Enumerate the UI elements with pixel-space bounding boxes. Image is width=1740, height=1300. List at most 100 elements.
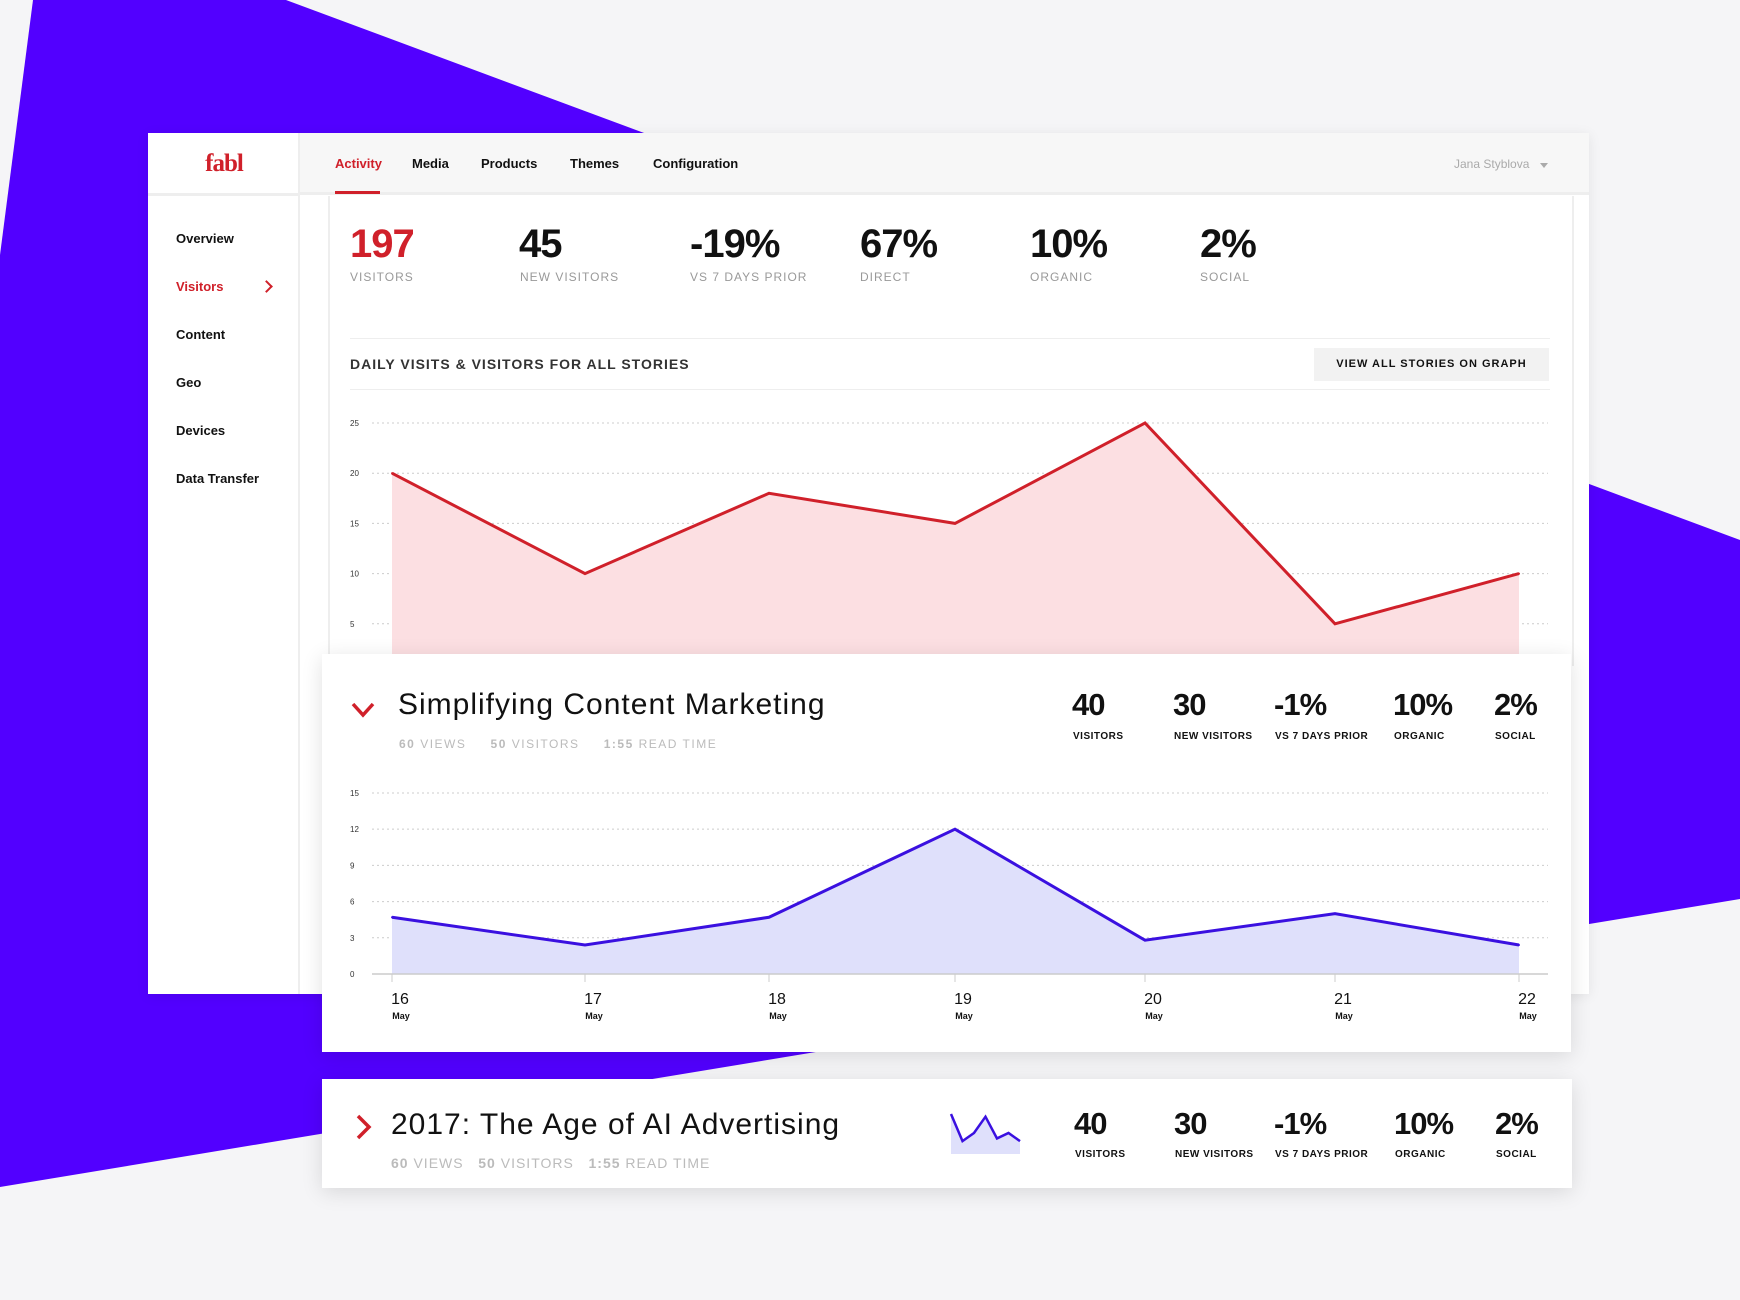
x-tick-month: May bbox=[585, 1011, 603, 1021]
stat-label: SOCIAL bbox=[1200, 270, 1251, 284]
data-point bbox=[391, 916, 393, 919]
stat-value: -19% bbox=[690, 222, 780, 266]
stat-label: DIRECT bbox=[860, 270, 911, 284]
sidebar-item-content[interactable]: Content bbox=[176, 327, 226, 342]
tab-activity[interactable]: Activity bbox=[335, 156, 382, 171]
story-stat-value: -1% bbox=[1274, 1106, 1327, 1141]
story-stat-label: NEW VISITORS bbox=[1174, 731, 1253, 742]
y-tick-label: 12 bbox=[350, 825, 359, 834]
story-stat-value: 2% bbox=[1495, 1106, 1539, 1141]
read-time-label: READ TIME bbox=[625, 1155, 711, 1171]
data-point bbox=[584, 572, 586, 575]
stat-value: 10% bbox=[1030, 222, 1108, 266]
area-fill bbox=[392, 423, 1519, 654]
stat-label: ORGANIC bbox=[1030, 270, 1094, 284]
story-title[interactable]: 2017: The Age of AI Advertising bbox=[391, 1108, 841, 1141]
story-stat-value: 40 bbox=[1074, 1106, 1107, 1141]
story-card-collapsed bbox=[322, 1079, 1572, 1188]
sparkline-line bbox=[949, 1113, 1021, 1144]
divider bbox=[148, 193, 300, 196]
x-tick-month: May bbox=[392, 1011, 410, 1021]
data-point bbox=[954, 522, 956, 525]
x-tick-month: May bbox=[1519, 1011, 1537, 1021]
read-time: 1:55 bbox=[603, 737, 634, 751]
story-stat-value: -1% bbox=[1274, 687, 1327, 722]
story-stat-value: 10% bbox=[1393, 687, 1453, 722]
caret-down-icon[interactable] bbox=[1540, 163, 1548, 168]
x-tick-day: 21 bbox=[1334, 991, 1352, 1008]
story-title[interactable]: Simplifying Content Marketing bbox=[398, 688, 826, 721]
sidebar-item-visitors[interactable]: Visitors bbox=[176, 279, 224, 294]
y-tick-label: 15 bbox=[350, 519, 359, 528]
story-stat-value: 10% bbox=[1394, 1106, 1454, 1141]
views-label: VIEWS bbox=[420, 737, 467, 751]
story-visits-chart: 0 3 6 9 12 15 16 May 17 May 18 May 19 May 20 May 21 May 22… bbox=[350, 789, 1548, 1021]
tab-themes[interactable]: Themes bbox=[570, 156, 620, 171]
y-tick-label: 10 bbox=[350, 570, 359, 579]
divider bbox=[350, 338, 1550, 339]
stat-value: 2% bbox=[1200, 222, 1257, 266]
x-tick-day: 22 bbox=[1518, 991, 1536, 1008]
tab-products[interactable]: Products bbox=[481, 156, 538, 171]
sidebar-item-data-transfer[interactable]: Data Transfer bbox=[176, 471, 260, 486]
y-tick-label: 3 bbox=[350, 934, 355, 943]
story-stat-label: SOCIAL bbox=[1496, 1149, 1537, 1160]
story-stat-label: VS 7 DAYS PRIOR bbox=[1275, 1149, 1369, 1160]
main-visits-chart: 5 10 15 20 25 bbox=[350, 419, 1548, 654]
chevron-right-icon[interactable] bbox=[352, 1113, 376, 1143]
x-tick-day: 16 bbox=[391, 991, 409, 1008]
story-stat-label: SOCIAL bbox=[1495, 731, 1536, 742]
data-point bbox=[1518, 572, 1520, 575]
logo[interactable]: fabl bbox=[205, 150, 244, 177]
data-point bbox=[391, 472, 393, 475]
data-point bbox=[768, 916, 770, 919]
visitors-label: VISITORS bbox=[500, 1155, 574, 1171]
user-menu[interactable]: Jana Styblova bbox=[1454, 157, 1530, 171]
data-point bbox=[584, 944, 586, 947]
read-time-label: READ TIME bbox=[638, 737, 718, 751]
story-stat-label: VISITORS bbox=[1073, 731, 1124, 742]
area-fill bbox=[392, 829, 1519, 974]
story-stat-value: 2% bbox=[1494, 687, 1538, 722]
data-point bbox=[768, 492, 770, 495]
view-all-stories-button[interactable]: VIEW ALL STORIES ON GRAPH bbox=[1314, 348, 1549, 381]
sparkline-fill bbox=[951, 1114, 1020, 1154]
x-tick-month: May bbox=[1145, 1011, 1163, 1021]
visitors-count: 50 bbox=[478, 1155, 496, 1171]
sparkline bbox=[949, 1113, 1021, 1154]
story-stat-label: NEW VISITORS bbox=[1175, 1149, 1254, 1160]
y-tick-label: 6 bbox=[350, 898, 355, 907]
sidebar-item-geo[interactable]: Geo bbox=[176, 375, 202, 390]
data-point bbox=[954, 828, 956, 831]
data-point bbox=[1334, 912, 1336, 915]
sidebar-item-overview[interactable]: Overview bbox=[176, 231, 234, 246]
story-meta: 60 VIEWS 50 VISITORS 1:55 READ TIME bbox=[391, 1155, 710, 1171]
visitors-count: 50 bbox=[490, 737, 507, 751]
y-tick-label: 25 bbox=[350, 419, 359, 428]
y-tick-label: 0 bbox=[350, 970, 355, 979]
views-label: VIEWS bbox=[413, 1155, 464, 1171]
sidebar-item-devices[interactable]: Devices bbox=[176, 423, 226, 438]
data-point bbox=[1518, 944, 1520, 947]
story-stat-value: 40 bbox=[1072, 687, 1105, 722]
stat-label: VISITORS bbox=[350, 270, 414, 284]
tab-configuration[interactable]: Configuration bbox=[653, 156, 739, 171]
stat-value: 67% bbox=[860, 222, 938, 266]
x-tick-day: 19 bbox=[954, 991, 972, 1008]
x-tick-month: May bbox=[769, 1011, 787, 1021]
y-tick-label: 9 bbox=[350, 861, 355, 870]
x-tick-day: 20 bbox=[1144, 991, 1162, 1008]
x-tick-month: May bbox=[955, 1011, 973, 1021]
x-tick-month: May bbox=[1335, 1011, 1353, 1021]
x-tick-day: 17 bbox=[584, 991, 602, 1008]
chevron-down-icon[interactable] bbox=[350, 700, 378, 722]
data-point bbox=[1144, 422, 1146, 424]
stat-value: 45 bbox=[519, 222, 562, 266]
sidebar bbox=[148, 133, 300, 994]
tab-media[interactable]: Media bbox=[412, 156, 449, 171]
story-meta: 60 VIEWS 50 VISITORS 1:55 READ TIME bbox=[399, 737, 717, 751]
chart-title: DAILY VISITS & VISITORS FOR ALL STORIES bbox=[350, 356, 690, 372]
stat-label: VS 7 DAYS PRIOR bbox=[690, 270, 808, 284]
read-time: 1:55 bbox=[588, 1155, 621, 1171]
views-count: 60 bbox=[399, 737, 416, 751]
